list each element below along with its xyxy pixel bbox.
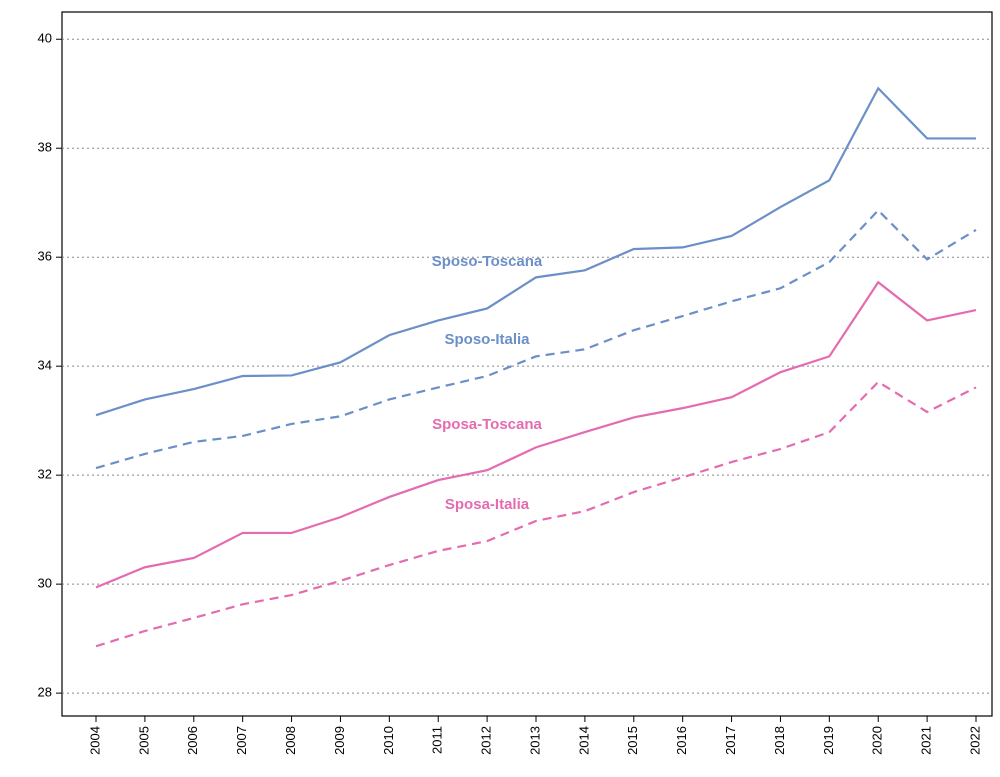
x-tick-label: 2022 [967,726,982,755]
x-tick-label: 2017 [723,726,738,755]
x-tick-label: 2011 [430,726,445,754]
x-tick-label: 2007 [234,726,249,755]
x-tick-label: 2012 [479,726,494,755]
series-line [95,380,977,648]
x-tick-label: 2005 [136,726,151,755]
x-tick-label: 2006 [185,726,200,755]
x-tick-label: 2013 [527,726,542,755]
x-tick-label: 2010 [381,726,396,755]
y-tick-label: 40 [38,31,52,46]
x-tick-label: 2014 [576,726,591,755]
y-tick-label: 38 [38,140,52,155]
y-tick-label: 28 [38,685,52,700]
y-tick-label: 32 [38,467,52,482]
series-label: Sposo-Italia [444,331,530,348]
series-label: Sposa-Italia [445,496,530,513]
x-tick-label: 2021 [919,726,934,755]
x-tick-label: 2020 [870,726,885,755]
plot-frame [61,11,993,717]
y-tick-label: 30 [38,576,52,591]
y-tick-label: 36 [38,249,52,264]
series-line [95,86,976,417]
series-line [95,280,977,589]
series-label: Sposo-Toscana [432,253,543,270]
x-tick-label: 2019 [821,726,836,755]
x-tick-label: 2004 [87,726,102,755]
series-line [95,208,977,470]
x-tick-label: 2008 [283,726,298,755]
x-tick-label: 2018 [772,726,787,755]
y-tick-label: 34 [38,358,52,373]
x-tick-label: 2015 [625,726,640,755]
series-label: Sposa-Toscana [432,416,542,433]
x-tick-label: 2016 [674,726,689,755]
x-tick-label: 2009 [332,726,347,755]
